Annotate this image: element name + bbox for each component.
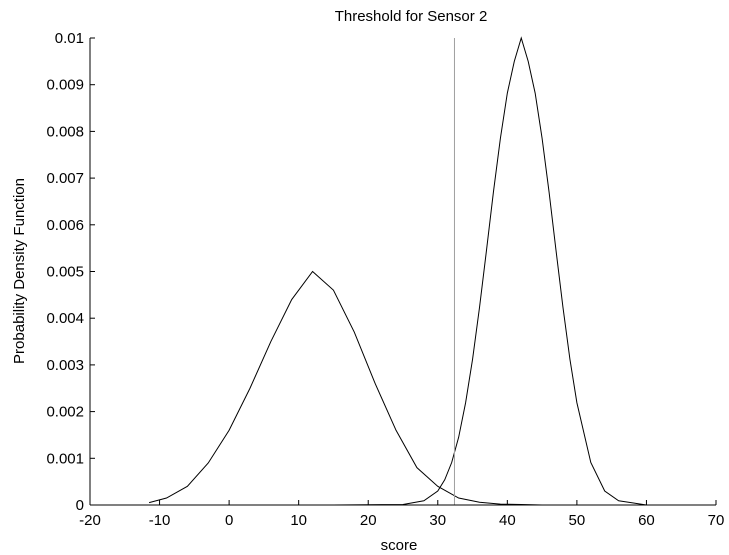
y-tick-label: 0.003 bbox=[46, 357, 84, 374]
x-tick-label: 30 bbox=[429, 512, 446, 529]
y-tick-label: 0.007 bbox=[46, 170, 84, 187]
y-tick-label: 0.006 bbox=[46, 217, 84, 234]
y-tick-label: 0.01 bbox=[55, 30, 84, 47]
y-axis-ticks: 0 0.001 0.002 0.003 0.004 0.005 0.006 0.007 0.00… bbox=[46, 30, 95, 514]
chart-title: Threshold for Sensor 2 bbox=[335, 8, 488, 25]
x-tick-label: -20 bbox=[79, 512, 101, 529]
y-axis-label: Probability Density Function bbox=[11, 178, 28, 364]
y-tick-label: 0.001 bbox=[46, 450, 84, 467]
y-tick-label: 0.002 bbox=[46, 404, 84, 421]
x-tick-label: 60 bbox=[638, 512, 655, 529]
x-axis-label: score bbox=[381, 537, 418, 554]
y-tick-label: 0.005 bbox=[46, 264, 84, 281]
x-tick-label: 20 bbox=[360, 512, 377, 529]
y-tick-label: 0.004 bbox=[46, 310, 84, 327]
x-tick-label: 50 bbox=[569, 512, 586, 529]
x-axis-ticks: -20 -10 0 10 20 30 40 50 60 70 bbox=[79, 500, 724, 529]
y-tick-label: 0.008 bbox=[46, 123, 84, 140]
y-tick-label: 0.009 bbox=[46, 77, 84, 94]
x-tick-label: 0 bbox=[225, 512, 233, 529]
y-tick-label: 0 bbox=[76, 497, 84, 514]
x-tick-label: -10 bbox=[149, 512, 171, 529]
x-tick-label: 40 bbox=[499, 512, 516, 529]
x-tick-label: 70 bbox=[708, 512, 725, 529]
x-tick-label: 10 bbox=[290, 512, 307, 529]
series-2-line bbox=[267, 36, 675, 506]
